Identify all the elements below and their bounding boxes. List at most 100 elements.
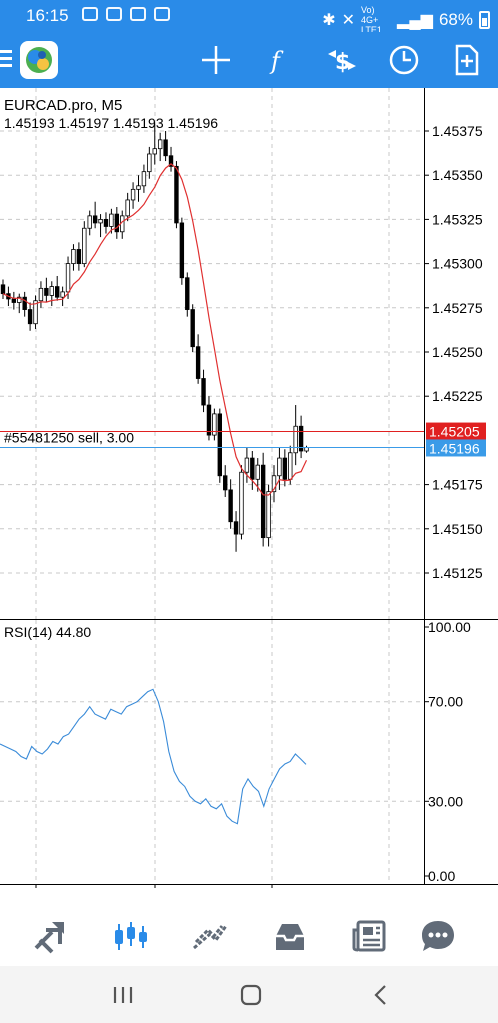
candle-body	[250, 457, 255, 480]
clock-icon[interactable]	[384, 40, 424, 80]
svg-text:f: f	[269, 47, 284, 75]
candle-body	[109, 213, 114, 227]
candle-body	[22, 296, 27, 310]
candle-body	[0, 284, 6, 295]
candle-body	[125, 199, 130, 217]
candle-body	[271, 475, 277, 493]
chart-area[interactable]: #55481250 sell, 3.00 1.45205 1.45196 EUR…	[0, 88, 498, 903]
ohlc-values: 1.45193 1.45197 1.45193 1.45196	[4, 115, 218, 131]
svg-text:$: $	[335, 50, 350, 75]
new-order-icon[interactable]	[446, 40, 486, 80]
price-tick-label: 1.45150	[432, 521, 483, 537]
candle-body	[228, 489, 233, 523]
candle-body	[239, 471, 244, 535]
candle-body	[65, 263, 71, 293]
price-tick-label: 1.45225	[432, 388, 483, 404]
trade-icon[interactable]: $	[322, 40, 362, 80]
candle-body	[103, 218, 109, 227]
notification-icons	[82, 7, 170, 21]
candle-body	[38, 287, 44, 302]
candle-body	[304, 447, 309, 452]
candle-body	[141, 171, 147, 187]
price-tick-label: 1.45375	[432, 123, 483, 139]
order-label[interactable]: #55481250 sell, 3.00	[4, 430, 134, 446]
candle-body	[130, 188, 136, 201]
battery-percent: 68%	[438, 10, 473, 29]
bluetooth-icon: ✱	[322, 12, 336, 29]
candle-body	[233, 521, 239, 535]
bid-price-tag	[426, 439, 486, 457]
candle-body	[33, 300, 38, 325]
back-icon[interactable]	[366, 981, 396, 1009]
candle-body	[298, 425, 304, 452]
rsi-tick-label: 30.00	[428, 793, 463, 809]
news-nav-icon[interactable]	[350, 918, 390, 954]
candle-body	[44, 287, 49, 296]
time-tick-label: 17 Jan 08:15	[119, 887, 200, 888]
status-time: 16:15	[26, 6, 69, 25]
time-tick-label: 17 Jan 06:15	[2, 887, 83, 888]
candle-body	[288, 452, 293, 480]
candle-body	[55, 286, 60, 298]
rsi-tick-label: 70.00	[428, 694, 463, 710]
order-price: 1.45205	[429, 424, 480, 440]
price-tick-label: 1.45250	[432, 344, 483, 360]
messages-nav-icon[interactable]	[418, 918, 458, 954]
rsi-label: RSI(14) 44.80	[4, 624, 91, 640]
price-tick-label: 1.45325	[432, 211, 483, 227]
candle-body	[223, 475, 228, 491]
price-tick-label: 1.45275	[432, 300, 483, 316]
menu-icon[interactable]	[0, 50, 12, 70]
candle-body	[114, 213, 120, 233]
candle-body	[293, 425, 298, 454]
candle-body	[76, 249, 82, 264]
bottom-navigation	[0, 906, 498, 966]
candle-body	[206, 404, 212, 436]
flash-icon	[130, 7, 146, 21]
price-tick-label: 1.45175	[432, 477, 483, 493]
candle-body	[11, 298, 17, 303]
chart-nav-icon[interactable]	[111, 918, 151, 954]
rsi-line	[0, 688, 307, 825]
candle-body	[136, 185, 141, 190]
mute-icon: ✕	[341, 12, 356, 29]
candle-body	[157, 139, 163, 150]
candle-body	[98, 218, 103, 224]
candle-body	[201, 378, 206, 406]
candle-body	[168, 155, 174, 167]
indicators-icon[interactable]: f	[258, 40, 298, 80]
candle-body	[244, 457, 250, 473]
system-navigation-bar	[0, 966, 498, 1023]
candle-body	[282, 457, 288, 480]
metatrader-logo[interactable]	[20, 41, 58, 79]
price-tick-label: 1.45350	[432, 167, 483, 183]
candle-body	[87, 215, 92, 229]
candle-body	[212, 413, 217, 436]
order-price-tag	[426, 422, 486, 440]
candle-body	[147, 153, 152, 173]
candle-body	[60, 291, 65, 298]
quotes-icon[interactable]	[30, 918, 70, 954]
recent-apps-icon[interactable]	[108, 981, 138, 1009]
candle-body	[17, 296, 22, 303]
candle-body	[174, 165, 179, 224]
candle-body	[266, 491, 271, 539]
candle-body	[277, 457, 282, 477]
candle-body	[195, 346, 201, 379]
time-tick-label: 17 Jan 10:15	[234, 887, 315, 888]
price-axis: 1.45375 1.45350 1.45325 1.45300 1.45275 1.452…	[424, 123, 483, 581]
chat-icon	[106, 7, 122, 21]
moving-average-line	[2, 163, 308, 496]
candle-body	[27, 309, 33, 325]
status-bar: 16:15 ✱ ✕ Vo) 4G+ LTE1 ▂▄▆ 68%	[0, 0, 498, 35]
candle-body	[92, 215, 98, 224]
trade-nav-icon[interactable]	[190, 918, 230, 954]
bid-price: 1.45196	[429, 440, 480, 456]
history-nav-icon[interactable]	[270, 918, 310, 954]
crosshair-icon[interactable]	[196, 40, 236, 80]
network-label: Vo) 4G+ LTE1	[361, 5, 382, 35]
candle-body	[163, 139, 168, 157]
candle-body	[152, 148, 157, 155]
home-icon[interactable]	[236, 981, 266, 1009]
candlestick-series	[0, 123, 309, 552]
